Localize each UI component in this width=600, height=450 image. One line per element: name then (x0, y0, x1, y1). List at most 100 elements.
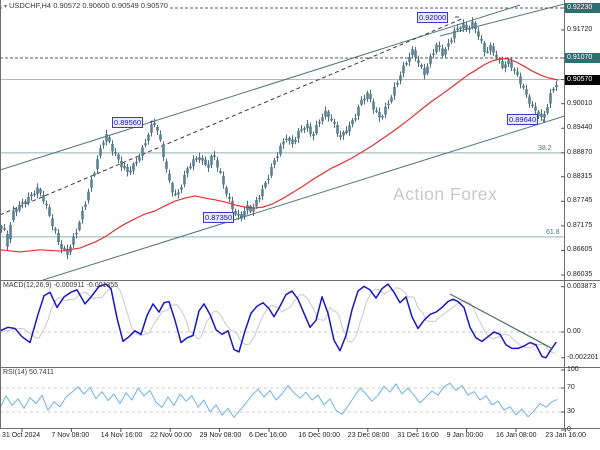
candle-body (342, 132, 345, 136)
date-axis-label[interactable]: 6 Dec 16:00 (249, 432, 287, 439)
candle-body (111, 143, 114, 152)
candle-body (375, 110, 378, 113)
price-annotation[interactable]: 0.89560 (112, 117, 144, 128)
candle-body (417, 59, 420, 64)
date-axis-label[interactable]: 9 Jan 00:00 (446, 432, 484, 439)
rsi-axis-label: 100 (567, 366, 579, 373)
rsi-axis-label: 0 (567, 426, 571, 433)
price-annotation[interactable]: 0.89640 (507, 114, 539, 125)
candle-body (171, 183, 174, 193)
candle-body (30, 194, 33, 197)
candle-body (228, 196, 231, 199)
candle-body (72, 236, 75, 245)
price-axis-label: 0.91720 (567, 25, 593, 33)
candle-body (240, 213, 243, 219)
candle-body (495, 54, 498, 58)
price-axis-label: 0.87175 (567, 221, 593, 229)
candle-body (540, 113, 543, 118)
candle-body (429, 56, 432, 64)
candle-body (297, 131, 300, 139)
candle-body (294, 140, 297, 142)
candle-body (519, 76, 522, 85)
candle-body (444, 48, 447, 55)
candle-body (174, 193, 177, 196)
candle-body (189, 166, 192, 169)
candle-body (387, 103, 390, 106)
candle-body (183, 175, 186, 185)
candle-body (141, 147, 144, 156)
candle-body (9, 224, 12, 240)
candle-body (522, 86, 525, 88)
candle-body (222, 175, 225, 185)
candle-body (18, 204, 21, 211)
date-axis-label[interactable]: 29 Nov 08:00 (199, 432, 242, 439)
price-axis-label-highlight: 0.91070 (565, 52, 600, 63)
price-axis-label: 0.88870 (567, 148, 593, 156)
macd-axis-label: -0.002201 (567, 353, 599, 361)
date-axis-label[interactable]: 23 Jan 16:00 (545, 432, 586, 439)
date-axis-label[interactable]: 22 Nov 00:00 (150, 432, 192, 439)
candle-body (15, 209, 18, 212)
candle-body (147, 134, 150, 141)
rsi-line (0, 382, 558, 418)
candle-body (276, 156, 279, 158)
candle-body (39, 189, 42, 193)
candle-body (237, 214, 240, 216)
candle-body (441, 48, 444, 56)
candle-body (144, 143, 147, 146)
date-axis-label[interactable]: 23 Dec 08:00 (347, 432, 390, 439)
candle-body (75, 232, 78, 235)
candle-body (153, 122, 156, 125)
annotation-tick (542, 118, 545, 123)
candle-body (318, 121, 321, 124)
candle-body (261, 189, 264, 197)
candle-body (516, 71, 519, 76)
candle-body (213, 155, 216, 157)
candle-body (402, 65, 405, 74)
candle-body (423, 68, 426, 75)
candle-body (390, 97, 393, 102)
candle-body (552, 88, 555, 91)
candle-body (288, 137, 291, 141)
candle-body (306, 124, 309, 129)
date-axis-label[interactable]: 7 Nov 08:00 (51, 432, 90, 439)
rsi-panel (0, 382, 564, 418)
candle-body (279, 145, 282, 155)
candle-body (234, 210, 237, 215)
candle-body (354, 118, 357, 120)
date-axis-label[interactable]: 14 Nov 16:00 (100, 432, 143, 439)
candle-body (60, 243, 63, 249)
candle-body (462, 23, 465, 29)
watermark: Action Forex (393, 184, 498, 204)
candle-body (501, 60, 504, 68)
candle-body (507, 60, 510, 64)
candle-body (510, 61, 513, 68)
candle-body (411, 49, 414, 56)
candle-body (489, 45, 492, 51)
candle-body (255, 200, 258, 207)
candle-body (27, 196, 30, 203)
candle-body (405, 63, 408, 65)
candle-body (198, 157, 201, 160)
candle-body (543, 114, 546, 118)
candle-body (132, 163, 135, 171)
rsi-indicator-label: RSI(14) 50.7411 (3, 369, 54, 376)
price-annotation[interactable]: 0.92000 (417, 12, 449, 23)
price-annotation[interactable]: 0.87350 (203, 212, 235, 223)
date-axis-label[interactable]: 16 Jan 08:00 (496, 432, 537, 439)
date-axis-label[interactable]: 31 Dec 16:00 (397, 432, 439, 439)
candle-body (252, 207, 255, 212)
macd-indicator-label: MACD(12,26,9) -0.000911 -0.001355 (3, 282, 119, 289)
date-axis-label[interactable]: 31 Oct 2024 (2, 432, 41, 439)
candle-body (249, 206, 252, 212)
candle-body (108, 137, 111, 142)
candle-body (312, 134, 315, 136)
candle-body (114, 152, 117, 154)
candle-body (363, 98, 366, 101)
candle-body (339, 135, 342, 138)
main-panel (0, 3, 564, 280)
date-axis-label[interactable]: 16 Dec 00:00 (298, 432, 341, 439)
macd-trendline (449, 293, 554, 350)
candle-body (21, 202, 24, 205)
